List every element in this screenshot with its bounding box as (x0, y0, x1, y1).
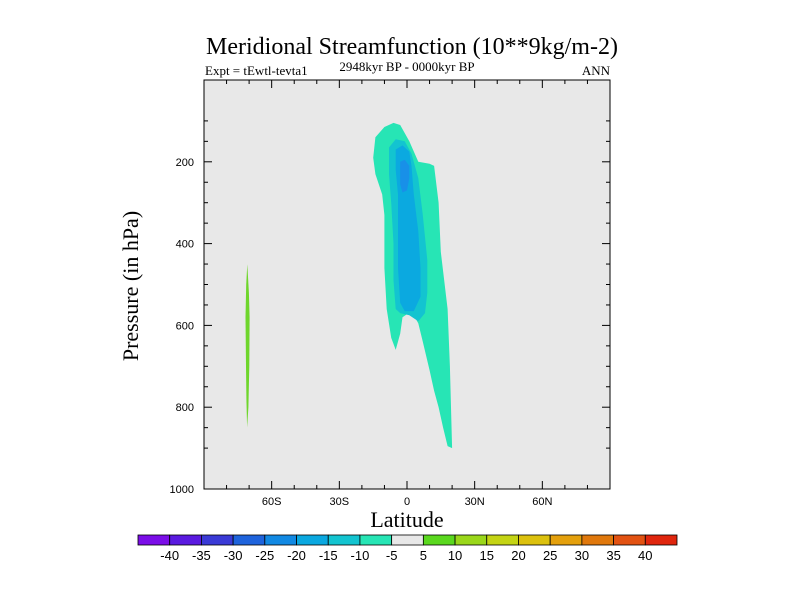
colorbar-box (327, 534, 361, 546)
y-axis-label: Pressure (in hPa) (118, 211, 143, 361)
colorbar-label: 40 (638, 548, 652, 563)
colorbar-label: -25 (255, 548, 274, 563)
x-tick-label: 60N (532, 496, 552, 508)
colorbar-box (359, 534, 393, 546)
contour-region-3 (400, 159, 410, 193)
colorbar-label: -20 (287, 548, 306, 563)
colorbar-box (518, 534, 551, 546)
y-tick-label: 800 (176, 402, 194, 414)
y-tick-label: 1000 (170, 484, 194, 496)
colorbar-label: 5 (420, 548, 427, 563)
colorbar-label: 10 (448, 548, 462, 563)
colorbar-label: 25 (543, 548, 557, 563)
chart-subtitle: 2948kyr BP - 0000kyr BP (339, 59, 474, 74)
colorbar-label: 30 (575, 548, 589, 563)
colorbar-label: -30 (224, 548, 243, 563)
colorbar-box (549, 534, 583, 546)
x-axis-label: Latitude (370, 507, 443, 532)
contour-region-4 (245, 264, 250, 428)
colorbar-box (454, 534, 488, 546)
colorbar-box (201, 534, 234, 546)
x-tick-label: 30N (465, 496, 485, 508)
colorbar-label: -35 (192, 548, 211, 563)
y-tick-label: 600 (176, 320, 194, 332)
colorbar-label: -5 (386, 548, 398, 563)
x-tick-label: 0 (404, 496, 410, 508)
colorbar-box (232, 534, 266, 546)
colorbar-box (422, 534, 456, 546)
colorbar-box (613, 534, 646, 546)
plot-area: 60S 30S 0 30N 60N 200 400 600 800 1000 (170, 79, 611, 508)
expt-label: Expt = tEwtl-tevta1 (205, 63, 308, 78)
chart-title: Meridional Streamfunction (10**9kg/m-2) (206, 34, 618, 60)
colorbar: -40 -35 -30 -25 -20 -15 -10 -5 5 10 15 20 25 30 35 40 (137, 534, 678, 563)
y-tick-label: 400 (176, 239, 194, 251)
colorbar-label: -15 (319, 548, 338, 563)
colorbar-box (296, 534, 329, 546)
x-tick-label: 60S (262, 496, 282, 508)
colorbar-label: -40 (160, 548, 179, 563)
colorbar-box (391, 534, 424, 546)
colorbar-box (137, 534, 171, 546)
colorbar-box (581, 534, 614, 546)
colorbar-label: -10 (351, 548, 370, 563)
colorbar-box (486, 534, 519, 546)
colorbar-box (169, 534, 202, 546)
colorbar-box (644, 534, 678, 546)
x-tick-label: 30S (330, 496, 350, 508)
colorbar-label: 15 (480, 548, 494, 563)
season-label: ANN (582, 63, 611, 78)
colorbar-label: 20 (511, 548, 525, 563)
colorbar-label: 35 (606, 548, 620, 563)
y-tick-label: 200 (176, 157, 194, 169)
title-group: Meridional Streamfunction (10**9kg/m-2) … (205, 34, 618, 78)
colorbar-box (264, 534, 297, 546)
